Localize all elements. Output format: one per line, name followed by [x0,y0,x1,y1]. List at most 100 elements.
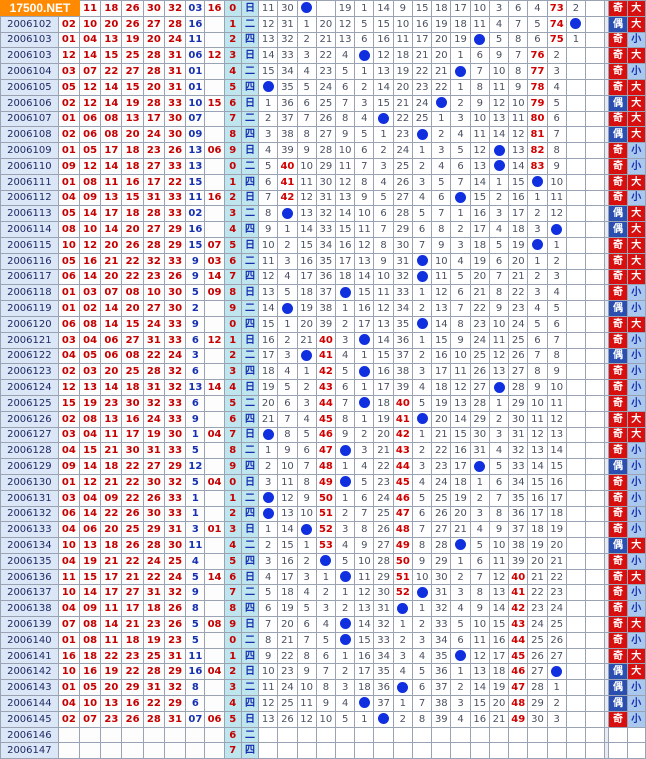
miss-count: 12 [546,205,567,223]
red-ball-number: 22 [100,505,123,523]
issue-number: 2006144 [0,695,59,712]
issue-number: 2006118 [0,284,59,302]
hit-cell [450,647,471,665]
miss-count: 9 [450,331,471,349]
tail-digit: 7 [223,426,242,444]
miss-count: 18 [277,584,298,602]
tail-digit: 2 [223,189,242,207]
miss-count: 14 [335,205,356,223]
odd-even-cell [608,726,628,744]
red-ball-number: 32 [142,252,165,270]
special-number: 03 [204,252,225,270]
red-ball-number: 17 [121,426,144,444]
miss-count [392,726,413,744]
miss-count: 12 [296,710,317,728]
red-ball-number: 11 [100,426,123,444]
hit-ball-icon [416,128,428,140]
miss-count: 44 [315,394,337,412]
miss-count: 29 [315,157,337,175]
miss-count [585,552,606,570]
issue-number: 2006108 [0,126,59,144]
miss-count: 19 [450,489,471,507]
miss-count: 22 [527,584,548,602]
issue-number: 2006123 [0,363,59,381]
hit-ball-icon [339,476,351,488]
miss-count: 1 [488,394,510,412]
miss-count: 8 [411,710,433,728]
miss-count [585,568,606,586]
miss-count: 8 [315,679,337,697]
miss-count [565,489,587,507]
odd-even-cell: 偶 [608,663,628,681]
big-small-cell: 大 [626,315,646,333]
hit-cell [488,379,510,396]
red-ball-number: 20 [100,521,123,539]
miss-count: 14 [373,78,394,96]
miss-count: 18 [431,0,452,17]
issue-number: 2006146 [0,726,59,744]
miss-count [565,268,587,286]
miss-count: 1 [411,426,433,444]
issue-number: 2006145 [0,710,59,728]
big-small-cell: 大 [626,205,646,223]
red-ball-number: 26 [121,505,144,523]
blue-ball-number: 11 [185,537,206,554]
miss-count [565,205,587,223]
miss-count: 1 [431,110,452,128]
hit-cell [469,31,490,49]
red-ball-number: 01 [57,173,80,191]
tail-digit: 0 [223,157,242,175]
red-ball-number: 08 [121,284,144,302]
odd-even-cell: 奇 [608,552,628,570]
miss-count: 16 [258,331,279,349]
miss-count: 4 [335,347,356,365]
miss-count: 7 [431,205,452,223]
miss-count: 28 [527,679,548,697]
table-row: 2006102 02 10 20 26 27 28 16 1 二 12 31 1 20 12 5 15 10 16 1… [0,15,646,33]
big-small-cell: 大 [626,252,646,270]
miss-count: 6 [335,379,356,396]
miss-count: 20 [277,616,298,633]
issue-number: 2006126 [0,410,59,428]
red-ball-number: 30 [142,505,165,523]
red-ball-number: 30 [163,426,187,444]
tail-digit: 0 [223,315,242,333]
issue-number: 2006125 [0,394,59,412]
issue-number: 2006120 [0,315,59,333]
miss-count: 9 [296,663,317,681]
miss-count: 4 [258,142,279,159]
hit-ball-icon [551,223,563,235]
miss-count: 51 [315,505,337,523]
miss-count: 9 [488,47,510,65]
miss-count: 7 [296,110,317,128]
red-ball-number: 18 [121,142,144,159]
red-ball-number: 33 [163,189,187,207]
big-small-cell [626,726,646,744]
table-row: 2006108 02 06 08 20 24 30 09 8 四 3 38 8 27 9 5 1 23 2 4 11 14… [0,126,646,144]
miss-count: 17 [277,568,298,586]
miss-count: 14 [488,600,510,618]
miss-count: 31 [431,584,452,602]
miss-count: 10 [277,458,298,475]
special-number [204,157,225,175]
miss-count: 15 [469,189,490,207]
odd-even-cell: 奇 [608,521,628,539]
miss-count [469,742,490,759]
miss-count: 8 [546,347,567,365]
tail-digit: 1 [223,173,242,191]
odd-even-cell: 偶 [608,300,628,317]
hit-cell [411,315,433,333]
miss-count: 19 [546,521,567,539]
miss-count: 4 [469,521,490,539]
issue-number: 2006113 [0,205,59,223]
miss-count: 32 [373,616,394,633]
hit-cell [354,695,375,712]
miss-count: 13 [373,63,394,80]
miss-count: 75 [546,31,567,49]
miss-count: 1 [354,379,375,396]
special-number [204,695,225,712]
weekday: 日 [240,521,260,539]
red-ball-number: 28 [142,537,165,554]
tail-digit: 5 [223,710,242,728]
miss-count [450,726,471,744]
